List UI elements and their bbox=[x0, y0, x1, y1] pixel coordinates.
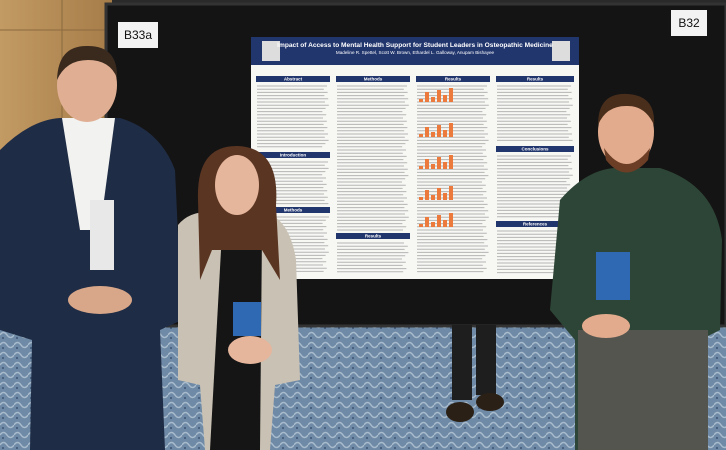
beard bbox=[604, 148, 650, 173]
chart-bar bbox=[437, 215, 441, 227]
hands bbox=[68, 286, 132, 314]
face bbox=[598, 96, 654, 168]
person-legs bbox=[452, 325, 472, 400]
badge bbox=[596, 252, 630, 300]
chart-bar bbox=[419, 99, 423, 102]
booth-number: B32 bbox=[678, 16, 700, 30]
chart-bar bbox=[449, 213, 453, 227]
section-header-bar bbox=[496, 146, 574, 152]
chart-bar bbox=[443, 95, 447, 102]
section-header: Conclusions bbox=[521, 146, 548, 151]
shoe bbox=[476, 393, 504, 411]
chart-bar bbox=[425, 127, 429, 137]
chart-bar bbox=[419, 134, 423, 137]
chart-bar bbox=[419, 166, 423, 169]
chart-bar bbox=[431, 195, 435, 200]
chart-bar bbox=[431, 222, 435, 227]
chart-bar bbox=[443, 220, 447, 227]
hands bbox=[582, 314, 630, 338]
section-header-bar bbox=[416, 76, 490, 82]
section-header: Methods bbox=[364, 76, 383, 81]
poster-title: Impact of Access to Mental Health Suppor… bbox=[277, 42, 553, 49]
chart-bar bbox=[425, 190, 429, 200]
hair bbox=[598, 93, 655, 125]
section-header: Introduction bbox=[280, 152, 306, 157]
chart-bar bbox=[443, 130, 447, 137]
chart-bar bbox=[431, 97, 435, 102]
man-suit bbox=[0, 118, 182, 450]
face bbox=[57, 48, 117, 122]
logo bbox=[262, 41, 280, 61]
section-header-bar bbox=[256, 207, 330, 213]
hands bbox=[228, 336, 272, 364]
face bbox=[215, 155, 259, 215]
chart-bar bbox=[437, 90, 441, 102]
logo bbox=[552, 41, 570, 61]
chart-bar bbox=[449, 186, 453, 200]
section-header-bar bbox=[256, 76, 330, 82]
section-header-bar bbox=[256, 152, 330, 158]
badge bbox=[90, 200, 114, 270]
chart-bar bbox=[437, 125, 441, 137]
section-header-bar bbox=[496, 221, 574, 227]
chart-bar bbox=[425, 159, 429, 169]
chart-bar bbox=[419, 224, 423, 227]
chart-bar bbox=[449, 123, 453, 137]
section-header: Methods bbox=[284, 207, 303, 212]
booth-sign bbox=[118, 22, 158, 48]
section-header-bar bbox=[336, 76, 410, 82]
section-header: Results bbox=[445, 76, 462, 81]
chart-bar bbox=[449, 155, 453, 169]
trousers bbox=[578, 330, 708, 450]
chart-bar bbox=[431, 132, 435, 137]
section-header: References bbox=[523, 221, 548, 226]
chart-bar bbox=[425, 92, 429, 102]
poster-sections: Abstract Methods Results Results Introductio… bbox=[256, 76, 574, 274]
chart-bar bbox=[437, 188, 441, 200]
chart-bar bbox=[443, 162, 447, 169]
shoe bbox=[446, 402, 474, 422]
poster-authors: Madeline R. Spettel, Scott W. Brown, Eth… bbox=[336, 50, 495, 55]
poster-title-bar bbox=[251, 37, 579, 65]
booth-number: B33a bbox=[124, 28, 152, 42]
section-header-bar bbox=[496, 76, 574, 82]
section-header: Abstract bbox=[284, 76, 303, 81]
chart-bar bbox=[431, 164, 435, 169]
section-header: Results bbox=[365, 233, 382, 238]
hair bbox=[57, 45, 118, 80]
booth-sign bbox=[671, 10, 707, 36]
chart-bar bbox=[419, 197, 423, 200]
chart-bar bbox=[449, 88, 453, 102]
chart-bar bbox=[437, 157, 441, 169]
person-legs bbox=[476, 325, 496, 395]
chart-bar bbox=[425, 217, 429, 227]
chart-bar bbox=[443, 193, 447, 200]
section-header: Results bbox=[527, 76, 544, 81]
badge bbox=[233, 302, 261, 336]
section-header-bar bbox=[336, 233, 410, 239]
